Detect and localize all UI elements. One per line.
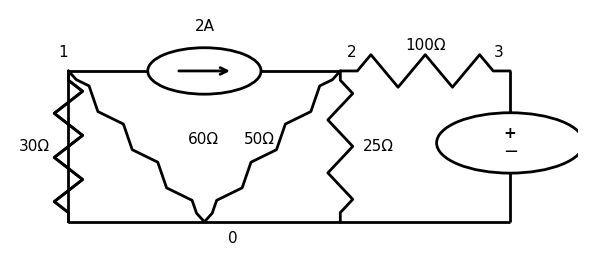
Text: 2: 2 (347, 45, 356, 60)
Text: −: − (503, 143, 518, 161)
Text: 60Ω: 60Ω (188, 132, 218, 147)
Text: 100Ω: 100Ω (405, 38, 445, 53)
Text: 30Ω: 30Ω (19, 139, 50, 154)
Text: +: + (504, 126, 517, 141)
Text: 25Ω: 25Ω (363, 139, 394, 154)
Text: 1: 1 (58, 45, 68, 60)
Text: 0: 0 (228, 231, 238, 246)
Text: 2A: 2A (194, 19, 214, 34)
Text: 3: 3 (494, 45, 504, 60)
Text: 50Ω: 50Ω (244, 132, 275, 147)
